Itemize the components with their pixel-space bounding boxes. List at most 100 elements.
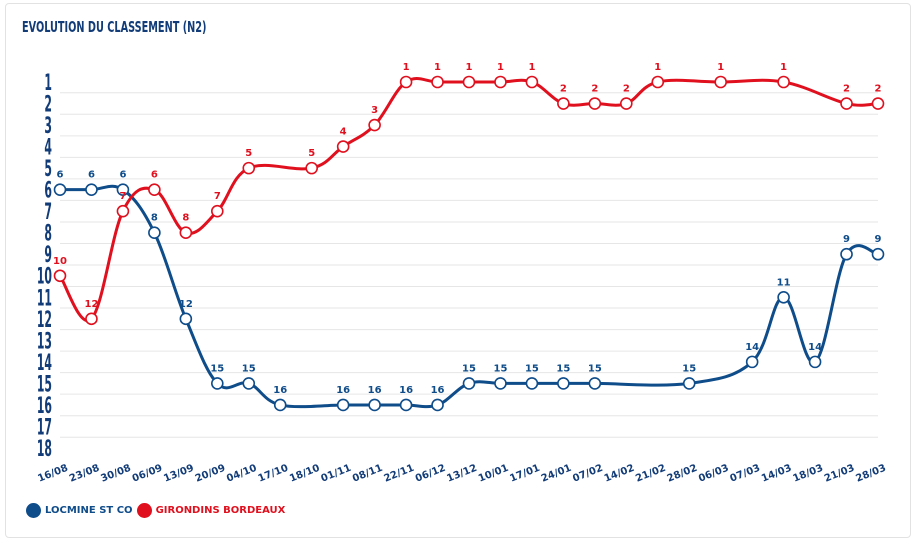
data-label: 15: [494, 363, 508, 374]
data-point[interactable]: [588, 97, 602, 110]
data-point[interactable]: [242, 377, 256, 390]
x-tick-label: 30/08: [99, 463, 132, 485]
data-point[interactable]: [431, 398, 444, 412]
data-label: 6: [151, 170, 158, 181]
data-label: 6: [88, 170, 95, 181]
x-tick-label: 13/09: [162, 463, 195, 485]
legend: LOCMINE ST CO GIRONDINS BORDEAUX: [26, 503, 289, 518]
y-tick-label: 9: [44, 244, 52, 269]
data-point[interactable]: [462, 377, 476, 390]
data-label: 15: [682, 363, 696, 374]
data-label: 16: [431, 385, 445, 396]
legend-item-bordeaux[interactable]: GIRONDINS BORDEAUX: [136, 503, 285, 518]
data-label: 5: [308, 148, 315, 159]
data-point[interactable]: [305, 161, 318, 175]
data-label: 15: [588, 363, 602, 374]
y-tick-label: 2: [44, 93, 52, 118]
data-label: 2: [591, 84, 598, 95]
data-point[interactable]: [494, 377, 507, 390]
data-point[interactable]: [557, 377, 570, 390]
data-point[interactable]: [368, 118, 381, 132]
data-label: 2: [843, 84, 850, 95]
y-tick-label: 7: [44, 201, 52, 226]
y-tick-label: 18: [37, 437, 52, 462]
data-point[interactable]: [85, 312, 98, 326]
data-label: 1: [780, 62, 787, 73]
data-point[interactable]: [525, 377, 539, 390]
data-point[interactable]: [179, 312, 193, 326]
data-point[interactable]: [368, 398, 381, 412]
data-label: 2: [560, 84, 567, 95]
x-tick-label: 20/09: [194, 463, 227, 485]
x-tick-label: 28/03: [854, 463, 887, 485]
data-label: 2: [875, 84, 882, 95]
data-point[interactable]: [148, 226, 161, 240]
x-tick-label: 17/10: [257, 463, 290, 485]
data-point[interactable]: [148, 183, 161, 196]
y-tick-label: 3: [44, 114, 52, 139]
x-tick-label: 28/02: [666, 463, 699, 485]
data-point[interactable]: [116, 183, 130, 196]
data-point[interactable]: [431, 75, 444, 89]
data-point[interactable]: [714, 75, 727, 89]
data-point[interactable]: [840, 97, 853, 110]
data-point[interactable]: [745, 355, 759, 369]
data-label: 12: [179, 299, 193, 310]
x-tick-label: 04/10: [225, 463, 258, 485]
data-point[interactable]: [399, 75, 413, 89]
y-tick-label: 1: [44, 71, 52, 96]
data-point[interactable]: [179, 226, 193, 240]
data-point[interactable]: [557, 97, 570, 110]
data-point[interactable]: [462, 75, 476, 89]
data-point[interactable]: [588, 377, 602, 390]
data-point[interactable]: [273, 398, 287, 412]
x-tick-label: 24/01: [540, 463, 573, 485]
data-point[interactable]: [336, 140, 350, 153]
data-label: 6: [57, 170, 64, 181]
data-point[interactable]: [871, 97, 885, 110]
x-tick-label: 06/12: [414, 463, 447, 485]
data-point[interactable]: [682, 377, 696, 390]
data-point[interactable]: [211, 377, 224, 390]
data-point[interactable]: [525, 75, 539, 89]
data-label: 15: [525, 363, 539, 374]
legend-swatch-locmine: [26, 503, 41, 518]
data-point[interactable]: [116, 204, 130, 218]
y-tick-label: 13: [37, 330, 52, 355]
data-point[interactable]: [242, 161, 256, 175]
y-tick-label: 4: [44, 136, 52, 161]
data-point[interactable]: [777, 290, 790, 304]
data-point[interactable]: [494, 75, 507, 89]
data-point[interactable]: [399, 398, 413, 412]
x-tick-label: 21/02: [634, 463, 667, 485]
data-point[interactable]: [53, 269, 67, 283]
data-label: 1: [403, 62, 410, 73]
data-point[interactable]: [808, 355, 822, 369]
data-point[interactable]: [620, 97, 633, 110]
data-point[interactable]: [85, 183, 98, 196]
x-tick-label: 14/02: [603, 463, 636, 485]
legend-swatch-bordeaux: [136, 503, 152, 518]
data-point[interactable]: [336, 398, 350, 412]
data-label: 2: [623, 84, 630, 95]
data-point[interactable]: [53, 183, 67, 196]
x-tick-label: 14/03: [760, 463, 793, 485]
y-tick-label: 17: [37, 416, 52, 441]
data-label: 9: [843, 234, 850, 245]
y-tick-label: 12: [37, 308, 52, 333]
data-point[interactable]: [777, 75, 790, 89]
data-label: 8: [182, 213, 189, 224]
gridlines: [60, 92, 878, 438]
x-tick-label: 23/08: [68, 463, 101, 485]
data-point[interactable]: [651, 75, 665, 89]
data-label: 1: [497, 62, 504, 73]
data-point[interactable]: [211, 204, 224, 218]
legend-item-locmine[interactable]: LOCMINE ST CO: [26, 503, 133, 518]
data-point[interactable]: [871, 247, 885, 261]
data-point[interactable]: [840, 247, 853, 261]
data-label: 1: [466, 62, 473, 73]
chart-card: [5, 3, 911, 538]
data-label: 16: [399, 385, 413, 396]
